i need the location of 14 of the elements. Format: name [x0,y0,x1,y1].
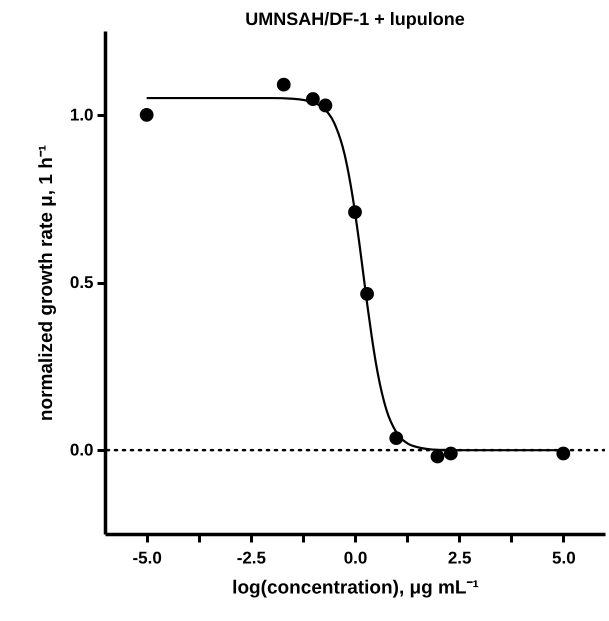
y-tick-label: 0.5 [70,273,94,292]
point [430,450,444,464]
point [140,108,154,122]
y-tick-label: 1.0 [70,105,94,124]
x-tick-label: 5.0 [552,548,576,568]
y-axis-title: normalized growth rate μ, 1 h⁻¹ [36,144,57,422]
x-tick-label: 2.5 [448,548,472,568]
y-tick-label: 0.0 [70,440,94,460]
x-tick-label: -5.0 [132,548,162,568]
chart-title: UMNSAH/DF-1 + lupulone [245,9,465,29]
x-tick-label: -2.5 [236,548,266,568]
x-tick-label: 0.0 [344,548,368,568]
x-axis-title: log(concentration), μg mL⁻¹ [232,578,479,598]
point [276,78,291,92]
